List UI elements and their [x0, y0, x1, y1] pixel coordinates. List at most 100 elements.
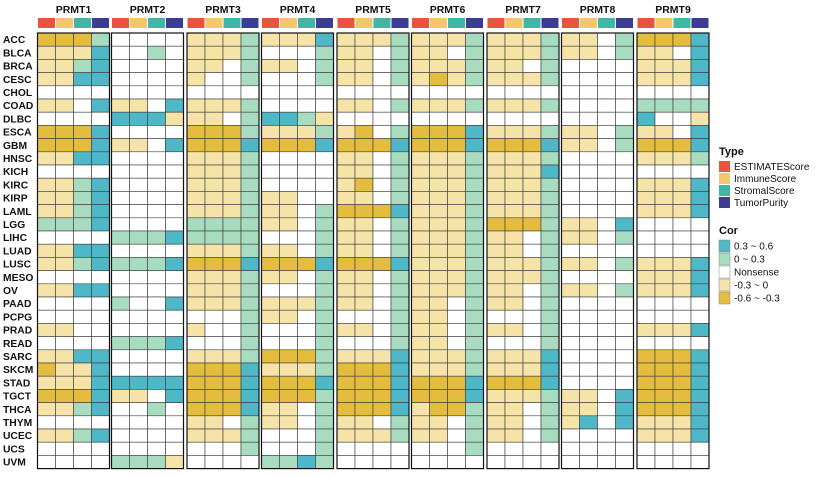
panel-prmt9: PRMT9 [636, 4, 710, 470]
cell-prmt2-sarc-immunescore [129, 349, 148, 364]
cell-prmt4-read-estimatescore [261, 336, 280, 351]
row-labels: ACC BLCA BRCA CESC CHOL COAD DLBC ESCA GBM HNSC KI… [3, 35, 33, 468]
cell-prmt2-ov-estimatescore [111, 283, 130, 298]
cell-prmt6-hnsc-tumorpurity [465, 151, 484, 166]
cell-prmt8-ucec-stromalscore [597, 428, 616, 443]
cell-prmt5-gbm-tumorpurity [390, 138, 410, 153]
cell-prmt5-laml-tumorpurity [390, 204, 410, 219]
cell-prmt7-coad-estimatescore [486, 98, 506, 113]
cell-prmt9-esca-estimatescore [636, 125, 656, 139]
cell-prmt1-lihc-tumorpurity [91, 230, 110, 245]
cell-prmt5-ov-immunescore [354, 283, 374, 298]
cell-prmt1-luad-immunescore [55, 243, 74, 258]
cell-prmt2-kirc-tumorpurity [165, 177, 184, 192]
cell-prmt8-tgct-tumorpurity [615, 389, 634, 403]
cell-prmt1-ucec-immunescore [55, 428, 74, 443]
cell-prmt5-kirp-tumorpurity [390, 191, 410, 205]
cell-prmt9-kirc-estimatescore [636, 177, 656, 192]
cell-prmt6-ucec-tumorpurity [465, 428, 484, 443]
cell-prmt5-hnsc-stromalscore [372, 151, 392, 166]
cell-prmt1-hnsc-tumorpurity [91, 151, 110, 166]
cell-prmt5-meso-stromalscore [372, 270, 392, 285]
cell-prmt9-lihc-tumorpurity [690, 230, 710, 245]
cell-prmt8-chol-stromalscore [597, 85, 616, 100]
cell-prmt9-lihc-stromalscore [672, 230, 692, 245]
cell-prmt3-kich-stromalscore [222, 164, 242, 179]
cell-prmt1-paad-immunescore [55, 296, 74, 311]
cell-prmt9-esca-tumorpurity [690, 125, 710, 139]
type-strip-prmt5-immunescore [355, 18, 373, 28]
row-label-skcm: SKCM [3, 365, 33, 376]
cell-prmt2-uvm-tumorpurity [165, 455, 184, 469]
cell-prmt3-read-tumorpurity [240, 336, 260, 351]
type-strip-prmt8-estimatescore [562, 18, 579, 28]
legend-cor-swatch-2 [718, 265, 731, 279]
cell-prmt7-read-stromalscore [522, 336, 542, 351]
cell-prmt7-blca-estimatescore [486, 45, 506, 60]
cell-prmt1-skcm-tumorpurity [91, 362, 110, 377]
panel-border-prmt4 [260, 32, 335, 470]
cell-prmt8-kirc-tumorpurity [615, 177, 634, 192]
cell-prmt8-esca-tumorpurity [615, 125, 634, 139]
cell-prmt1-thym-tumorpurity [91, 415, 110, 430]
cell-prmt6-coad-stromalscore [447, 98, 466, 113]
cell-prmt4-gbm-estimatescore [261, 138, 280, 153]
cell-prmt4-esca-tumorpurity [315, 125, 334, 139]
cell-prmt6-read-stromalscore [447, 336, 466, 351]
cell-prmt1-luad-stromalscore [73, 243, 92, 258]
cell-prmt1-read-immunescore [55, 336, 74, 351]
cell-prmt7-pcpg-stromalscore [522, 309, 542, 324]
cell-prmt4-read-immunescore [279, 336, 298, 351]
cell-prmt7-paad-tumorpurity [540, 296, 560, 311]
cell-prmt8-ucec-immunescore [579, 428, 598, 443]
cell-prmt9-kirp-tumorpurity [690, 191, 710, 205]
cell-prmt9-paad-estimatescore [636, 296, 656, 311]
row-label-ucec: UCEC [3, 431, 33, 442]
cell-prmt3-acc-estimatescore [186, 32, 206, 47]
cell-prmt3-blca-immunescore [204, 45, 224, 60]
cell-prmt4-hnsc-immunescore [279, 151, 298, 166]
cell-prmt7-thca-estimatescore [486, 402, 506, 417]
cell-prmt7-laml-tumorpurity [540, 204, 560, 219]
cell-prmt5-meso-estimatescore [336, 270, 356, 285]
cell-prmt3-ov-stromalscore [222, 283, 242, 298]
cell-prmt3-tgct-stromalscore [222, 389, 242, 403]
cell-prmt2-hnsc-estimatescore [111, 151, 130, 166]
cell-prmt2-lihc-estimatescore [111, 230, 130, 245]
cell-prmt7-kirc-stromalscore [522, 177, 542, 192]
cell-prmt5-prad-estimatescore [336, 323, 356, 337]
cell-prmt4-thca-estimatescore [261, 402, 280, 417]
cell-prmt2-coad-estimatescore [111, 98, 130, 113]
cell-prmt6-ucs-tumorpurity [465, 441, 484, 456]
cell-prmt9-sarc-immunescore [654, 349, 674, 364]
cell-prmt8-luad-estimatescore [561, 243, 580, 258]
cell-prmt8-ucs-estimatescore [561, 441, 580, 456]
row-label-kirp: KIRP [3, 194, 28, 205]
cell-prmt6-skcm-immunescore [429, 362, 448, 377]
cell-prmt6-lusc-stromalscore [447, 257, 466, 271]
cell-prmt8-thym-stromalscore [597, 415, 616, 430]
cell-prmt6-hnsc-stromalscore [447, 151, 466, 166]
cell-prmt7-acc-estimatescore [486, 32, 506, 47]
row-label-ucs: UCS [3, 444, 25, 455]
cell-prmt4-chol-stromalscore [297, 85, 316, 100]
cell-prmt1-ucs-stromalscore [73, 441, 92, 456]
type-strip-prmt1-tumorpurity [92, 18, 109, 28]
cell-prmt3-lgg-estimatescore [186, 217, 206, 232]
cell-prmt4-coad-stromalscore [297, 98, 316, 113]
cell-prmt5-cesc-stromalscore [372, 72, 392, 87]
cell-prmt7-pcpg-estimatescore [486, 309, 506, 324]
cell-prmt1-lgg-immunescore [55, 217, 74, 232]
cell-prmt4-prad-estimatescore [261, 323, 280, 337]
cell-prmt4-kirc-stromalscore [297, 177, 316, 192]
cell-prmt7-dlbc-immunescore [504, 111, 524, 126]
cell-prmt7-read-estimatescore [486, 336, 506, 351]
cell-prmt6-kirp-tumorpurity [465, 191, 484, 205]
cell-prmt9-pcpg-stromalscore [672, 309, 692, 324]
cell-prmt3-laml-stromalscore [222, 204, 242, 219]
cell-prmt9-skcm-tumorpurity [690, 362, 710, 377]
cell-prmt5-ov-stromalscore [372, 283, 392, 298]
cell-prmt6-cesc-stromalscore [447, 72, 466, 87]
cell-prmt9-thym-immunescore [654, 415, 674, 430]
cell-prmt4-acc-tumorpurity [315, 32, 334, 47]
